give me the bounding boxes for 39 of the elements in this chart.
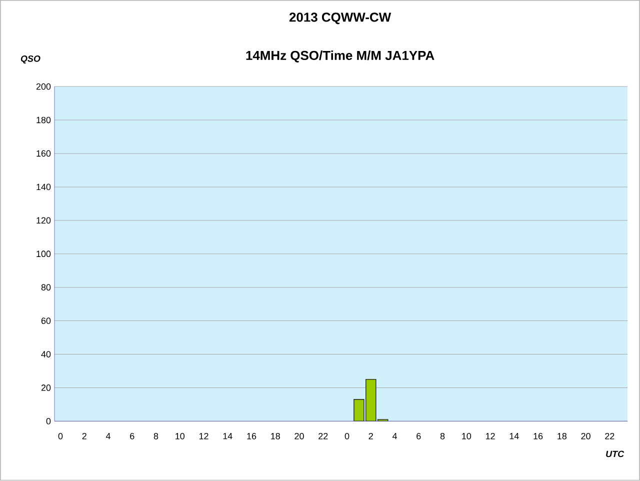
y-tick-label: 120: [36, 217, 51, 224]
x-tick-label: 22: [605, 433, 614, 440]
x-tick-label: 2: [82, 433, 86, 440]
y-tick-label: 60: [41, 318, 51, 324]
x-tick-label: 12: [486, 433, 495, 440]
y-tick-label: 200: [36, 84, 51, 90]
x-tick-label: 10: [462, 433, 472, 440]
x-tick-label: 2: [368, 433, 373, 440]
y-tick-label: 20: [41, 384, 51, 392]
y-tick-label: 80: [41, 284, 51, 291]
chart-subtitle: 14MHz QSO/Time M/M JA1YPA: [246, 50, 434, 63]
y-tick-label: 160: [36, 150, 51, 157]
x-tick-label: 0: [58, 433, 63, 440]
x-tick-label: 8: [154, 433, 158, 440]
x-tick-label: 0: [344, 433, 350, 440]
x-tick-label: 10: [176, 433, 185, 440]
x-tick-label: 6: [416, 433, 421, 440]
x-tick-label: 16: [534, 433, 543, 440]
x-tick-label: 22: [318, 433, 328, 440]
y-tick-label: 0: [46, 418, 51, 425]
x-tick-label: 20: [294, 433, 304, 440]
x-axis-title: UTC: [606, 450, 624, 458]
x-tick-label: 12: [199, 433, 208, 440]
chart-title: 2013 CQWW-CW: [289, 12, 392, 24]
x-tick-label: 18: [558, 433, 567, 440]
x-tick-label: 20: [581, 433, 590, 440]
x-tick-label: 14: [510, 433, 519, 440]
y-axis-title: QSO: [20, 56, 40, 64]
x-tick-label: 18: [271, 433, 280, 440]
y-tick-label: 40: [41, 351, 51, 358]
x-tick-label: 4: [392, 433, 397, 440]
y-tick-label: 140: [36, 184, 51, 190]
x-tick-label: 6: [130, 433, 134, 440]
x-tick-label: 8: [440, 433, 445, 440]
x-tick-label: 16: [247, 433, 256, 440]
y-tick-label: 100: [36, 250, 51, 258]
y-tick-label: 180: [36, 116, 51, 124]
x-tick-label: 4: [106, 433, 110, 440]
x-tick-label: 14: [223, 433, 232, 440]
